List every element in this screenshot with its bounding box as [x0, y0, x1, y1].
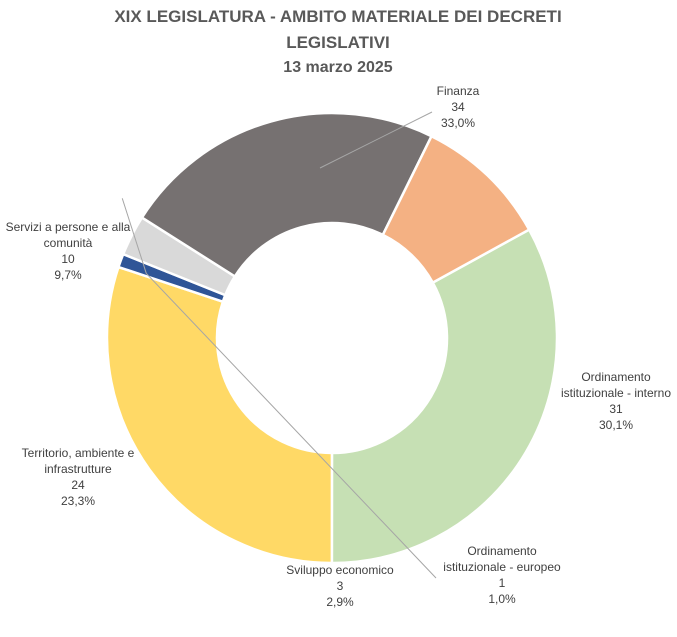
donut-slice: [330, 227, 559, 565]
slice-label-name: comunità: [44, 236, 93, 250]
slice-label-percent: 23,3%: [61, 494, 95, 508]
leader-lines: [121, 111, 437, 579]
donut-slice: [140, 111, 434, 279]
slice-label-percent: 30,1%: [599, 418, 633, 432]
slice-label-value: 34: [451, 100, 465, 114]
slice-label-name: istituzionale - europeo: [443, 560, 561, 574]
slice-label: Servizi a persone e alla comunità 10 9,7%: [6, 220, 131, 282]
slice-label-percent: 1,0%: [488, 592, 516, 606]
slice-label-value: 1: [499, 576, 506, 590]
donut-slice: [105, 265, 334, 565]
slice-label-name: Finanza: [437, 84, 480, 98]
donut-slice: [381, 134, 531, 285]
chart-title-line: LEGISLATIVI: [286, 33, 390, 52]
donut-slices: [105, 111, 559, 565]
slice-label-name: Sviluppo economico: [286, 563, 394, 577]
leader-line: [121, 198, 437, 579]
chart-title: XIX LEGISLATURA - AMBITO MATERIALE DEI D…: [114, 7, 561, 76]
slice-label-percent: 9,7%: [54, 268, 82, 282]
slice-label: Ordinamento istituzionale - europeo 1 1,0%: [443, 544, 561, 606]
slice-label: Ordinamento istituzionale - interno 31 30,1…: [561, 370, 671, 432]
chart-title-line: XIX LEGISLATURA - AMBITO MATERIALE DEI D…: [114, 7, 561, 26]
slice-label-name: Ordinamento: [581, 370, 651, 384]
slice-label-name: Ordinamento: [467, 544, 537, 558]
slice-label-percent: 2,9%: [326, 595, 354, 609]
slice-label-value: 10: [61, 252, 75, 266]
chart-title-line: 13 marzo 2025: [283, 59, 393, 76]
data-labels: Finanza 34 33,0% Ordinamento istituzionale -…: [6, 84, 672, 609]
leader-line: [319, 111, 433, 169]
slice-label-name: Territorio, ambiente e: [22, 446, 135, 460]
slice-label-value: 24: [71, 478, 85, 492]
slice-label: Finanza 34 33,0%: [437, 84, 480, 130]
slice-label: Territorio, ambiente e infrastrutture 24 23…: [22, 446, 135, 508]
slice-label-name: istituzionale - interno: [561, 386, 671, 400]
slice-label-name: infrastrutture: [44, 462, 112, 476]
slice-label-percent: 33,0%: [441, 116, 475, 130]
slice-label-value: 3: [337, 579, 344, 593]
slice-label-name: Servizi a persone e alla: [6, 220, 131, 234]
slice-label: Sviluppo economico 3 2,9%: [286, 563, 394, 609]
slice-label-value: 31: [609, 402, 623, 416]
